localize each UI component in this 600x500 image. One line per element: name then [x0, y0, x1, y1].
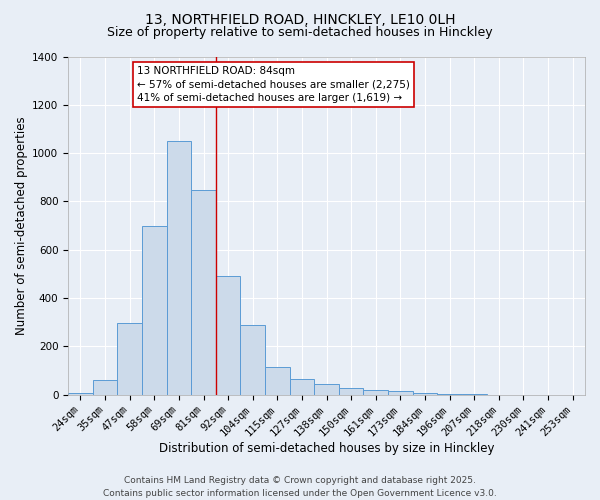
- Bar: [364, 390, 388, 394]
- Y-axis label: Number of semi-detached properties: Number of semi-detached properties: [15, 116, 28, 335]
- Bar: [290, 379, 314, 394]
- Bar: [216, 276, 241, 394]
- Bar: [167, 141, 191, 395]
- X-axis label: Distribution of semi-detached houses by size in Hinckley: Distribution of semi-detached houses by …: [159, 442, 494, 455]
- Bar: [142, 226, 167, 394]
- Bar: [388, 391, 413, 394]
- Bar: [339, 388, 364, 394]
- Text: 13, NORTHFIELD ROAD, HINCKLEY, LE10 0LH: 13, NORTHFIELD ROAD, HINCKLEY, LE10 0LH: [145, 12, 455, 26]
- Bar: [191, 190, 216, 394]
- Bar: [265, 368, 290, 394]
- Bar: [118, 324, 142, 394]
- Bar: [93, 380, 118, 394]
- Bar: [241, 324, 265, 394]
- Bar: [413, 393, 437, 394]
- Bar: [314, 384, 339, 394]
- Text: Size of property relative to semi-detached houses in Hinckley: Size of property relative to semi-detach…: [107, 26, 493, 39]
- Bar: [68, 392, 93, 394]
- Text: Contains HM Land Registry data © Crown copyright and database right 2025.
Contai: Contains HM Land Registry data © Crown c…: [103, 476, 497, 498]
- Text: 13 NORTHFIELD ROAD: 84sqm
← 57% of semi-detached houses are smaller (2,275)
41% : 13 NORTHFIELD ROAD: 84sqm ← 57% of semi-…: [137, 66, 410, 102]
